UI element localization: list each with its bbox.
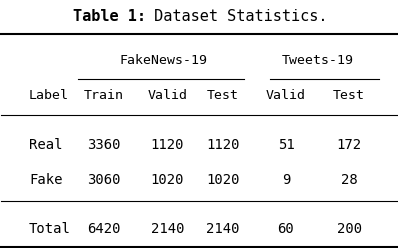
Text: Label: Label (29, 89, 69, 102)
Text: Valid: Valid (266, 89, 306, 102)
Text: 3360: 3360 (88, 138, 121, 152)
Text: 3060: 3060 (88, 173, 121, 187)
Text: 51: 51 (277, 138, 295, 152)
Text: FakeNews-19: FakeNews-19 (119, 54, 207, 67)
Text: 2140: 2140 (150, 222, 184, 236)
Text: 1120: 1120 (206, 138, 240, 152)
Text: 60: 60 (277, 222, 295, 236)
Text: 1020: 1020 (206, 173, 240, 187)
Text: Total: Total (29, 222, 71, 236)
Text: 6420: 6420 (88, 222, 121, 236)
Text: 200: 200 (337, 222, 362, 236)
Text: Real: Real (29, 138, 62, 152)
Text: Test: Test (207, 89, 239, 102)
Text: 2140: 2140 (206, 222, 240, 236)
Text: Train: Train (84, 89, 124, 102)
Text: Tweets-19: Tweets-19 (281, 54, 353, 67)
Text: 172: 172 (337, 138, 362, 152)
Text: Table 1:: Table 1: (73, 9, 146, 24)
Text: 1020: 1020 (150, 173, 184, 187)
Text: Dataset Statistics.: Dataset Statistics. (145, 9, 328, 24)
Text: 9: 9 (282, 173, 290, 187)
Text: Test: Test (333, 89, 365, 102)
Text: Valid: Valid (147, 89, 187, 102)
Text: 28: 28 (341, 173, 357, 187)
Text: 1120: 1120 (150, 138, 184, 152)
Text: Fake: Fake (29, 173, 62, 187)
